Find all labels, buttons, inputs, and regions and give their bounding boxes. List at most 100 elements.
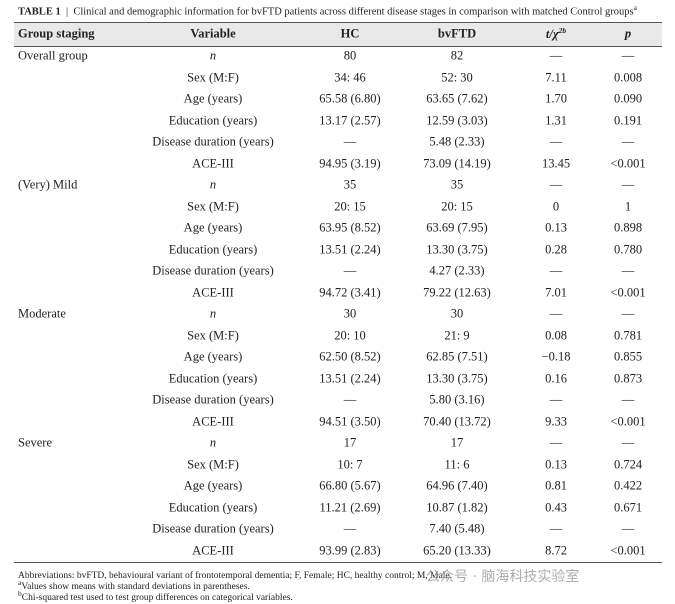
table-cell: — [343, 134, 357, 149]
column-header: Group staging [18, 27, 95, 42]
table-cell: 0.008 [613, 70, 643, 85]
table-cell: — [343, 263, 357, 278]
table-cell: 65.58 (6.80) [319, 91, 381, 106]
table-cell: 17 [343, 435, 357, 450]
variable-label: ACE-III [192, 414, 234, 429]
variable-label: Age (years) [183, 220, 243, 235]
table-cell: — [549, 521, 563, 536]
table-label: TABLE 1 [18, 6, 61, 18]
table-cell: 11.21 (2.69) [319, 500, 381, 515]
footnote-text: Values show means with standard deviatio… [21, 582, 250, 593]
table-cell: — [549, 177, 563, 192]
table-cell: 0.873 [613, 371, 643, 386]
table-cell: 17 [450, 435, 464, 450]
table-cell: 63.95 (8.52) [319, 220, 381, 235]
table-cell: 7.40 (5.48) [429, 521, 485, 536]
table-cell: 7.11 [545, 70, 567, 85]
table-cell: <0.001 [610, 543, 646, 558]
group-label: Moderate [18, 306, 66, 321]
table-cell: 0.671 [613, 500, 643, 515]
table-cell: — [549, 306, 563, 321]
header-text: bvFTD [437, 26, 477, 41]
header-text: p [624, 26, 632, 41]
group-label: Severe [18, 435, 53, 450]
table-cell: 70.40 (13.72) [423, 414, 491, 429]
table-cell: — [621, 392, 635, 407]
variable-label: n [209, 177, 217, 192]
footnote: bChi-squared test used to test group dif… [18, 589, 293, 603]
table-cell: 30 [450, 306, 464, 321]
table-cell: — [343, 521, 357, 536]
variable-label: Age (years) [183, 349, 243, 364]
table-cell: 34: 46 [334, 70, 366, 85]
table-cell: — [343, 392, 357, 407]
footnote-text: Abbreviations: bvFTD, behavioural varian… [18, 571, 453, 582]
bottom-rule [14, 562, 662, 563]
table-title: TABLE 1 | Clinical and demographic infor… [18, 3, 637, 18]
table-cell: — [549, 435, 563, 450]
variable-label: Disease duration (years) [152, 263, 274, 278]
table-cell: 30 [343, 306, 357, 321]
table-cell: 0.422 [613, 478, 643, 493]
footnote-sup: a [18, 578, 22, 587]
table-cell: 10.87 (1.82) [426, 500, 488, 515]
table-cell: 20: 15 [441, 199, 473, 214]
group-label: (Very) Mild [18, 177, 78, 192]
title-sup: a [633, 3, 637, 12]
table-cell: 82 [450, 48, 464, 63]
table-cell: 64.96 (7.40) [426, 478, 488, 493]
table-cell: 11: 6 [444, 457, 470, 472]
table-cell: 1.70 [545, 91, 567, 106]
table-cell: 0.724 [613, 457, 643, 472]
table-cell: 1.31 [545, 113, 567, 128]
table-cell: 62.85 (7.51) [426, 349, 488, 364]
variable-label: Age (years) [183, 91, 243, 106]
header-text: Group staging [18, 26, 95, 41]
header-sup: 2b [558, 25, 567, 35]
column-header: p [625, 27, 631, 42]
variable-label: n [209, 306, 217, 321]
column-header: HC [341, 27, 360, 42]
table-cell: 7.01 [545, 285, 567, 300]
header-rule [14, 46, 662, 47]
variable-label: Education (years) [168, 113, 258, 128]
table-cell: — [621, 521, 635, 536]
table-cell: 0.08 [545, 328, 567, 343]
table-cell: <0.001 [610, 156, 646, 171]
table-cell: 20: 10 [334, 328, 366, 343]
table-cell: — [621, 48, 635, 63]
table-cell: 0.781 [613, 328, 643, 343]
table-cell: — [621, 435, 635, 450]
table-cell: 5.48 (2.33) [429, 134, 485, 149]
table-cell: — [621, 134, 635, 149]
table-cell: 94.72 (3.41) [319, 285, 381, 300]
table-cell: −0.18 [541, 349, 571, 364]
table-cell: <0.001 [610, 414, 646, 429]
title-text: Clinical and demographic information for… [73, 6, 634, 18]
table-cell: 94.51 (3.50) [319, 414, 381, 429]
table-cell: 0.81 [545, 478, 567, 493]
table-cell: 13.51 (2.24) [319, 371, 381, 386]
footnote-sup: b [18, 589, 22, 598]
table-cell: 0.28 [545, 242, 567, 257]
table-cell: 63.69 (7.95) [426, 220, 488, 235]
table-cell: 52: 30 [441, 70, 473, 85]
variable-label: Education (years) [168, 371, 258, 386]
table-cell: 93.99 (2.83) [319, 543, 381, 558]
variable-label: Disease duration (years) [152, 392, 274, 407]
table-cell: 94.95 (3.19) [319, 156, 381, 171]
table-cell: 9.33 [545, 414, 567, 429]
table-cell: 63.65 (7.62) [426, 91, 488, 106]
table-cell: 12.59 (3.03) [426, 113, 488, 128]
table-cell: 0.13 [545, 220, 567, 235]
table-cell: 62.50 (8.52) [319, 349, 381, 364]
table-cell: 21: 9 [444, 328, 470, 343]
table-cell: 0.780 [613, 242, 643, 257]
table-cell: <0.001 [610, 285, 646, 300]
table-cell: 13.51 (2.24) [319, 242, 381, 257]
header-text: t/χ [545, 27, 559, 42]
table-cell: 66.80 (5.67) [319, 478, 381, 493]
watermark: 公众号 · 脑海科技实验室 [426, 569, 580, 585]
variable-label: ACE-III [192, 285, 234, 300]
